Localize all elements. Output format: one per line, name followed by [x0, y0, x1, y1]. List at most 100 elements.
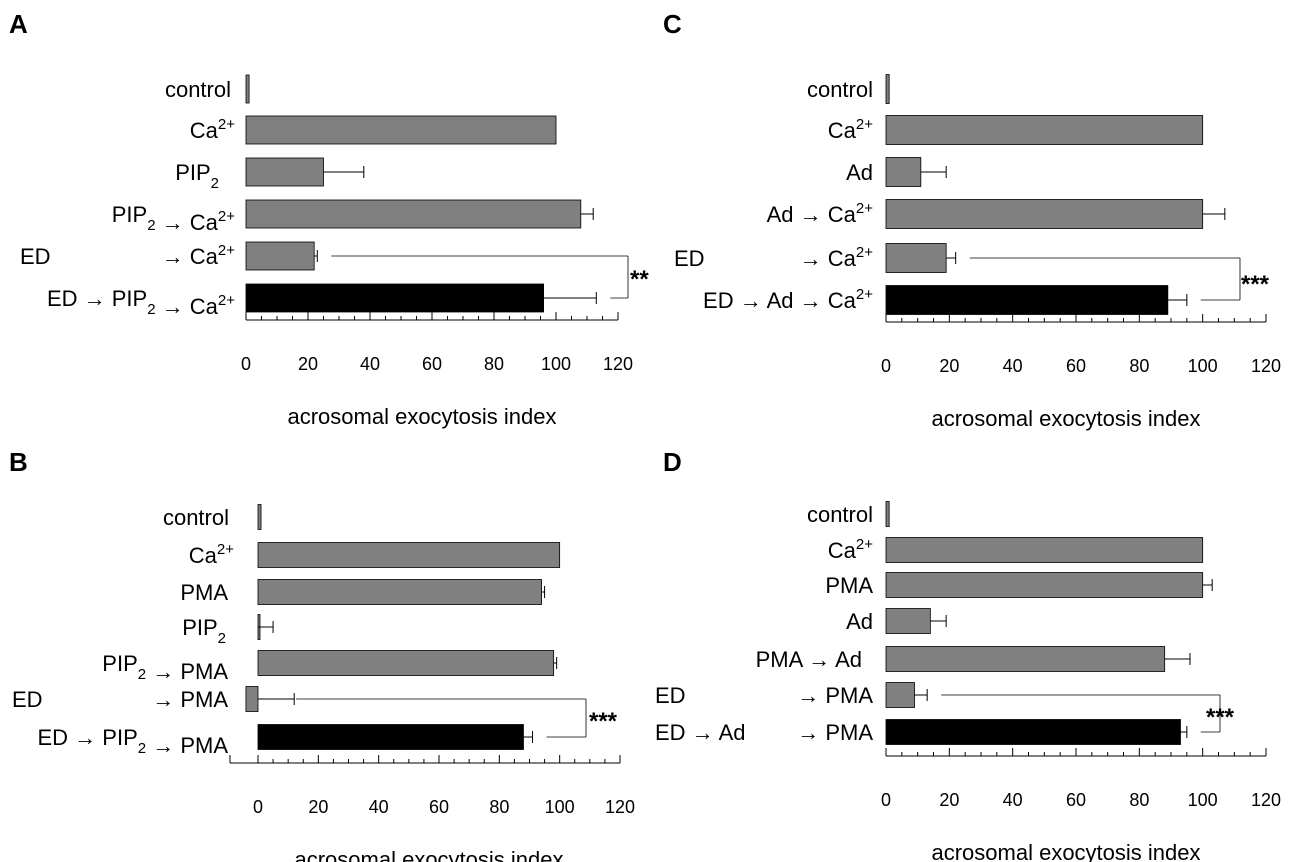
category-label-prefix: ED	[655, 683, 686, 708]
category-label: PIP2 → PMA	[102, 651, 228, 684]
x-tick-label: 20	[939, 790, 959, 810]
x-tick-label: 100	[541, 354, 571, 374]
category-label: PMA → Ad	[756, 647, 862, 672]
category-label: → PMA	[152, 687, 228, 712]
bar-3	[885, 608, 931, 634]
bar-0	[885, 74, 890, 104]
x-tick-label: 20	[308, 797, 328, 817]
x-tick-label: 60	[1066, 356, 1086, 376]
bar-2	[885, 157, 922, 187]
bar-5	[245, 283, 545, 313]
category-label: Ca2+	[828, 536, 873, 563]
x-axis-title: acrosomal exocytosis index	[294, 847, 563, 862]
panel-b: B 0 20 40 60 80 100 120 acrosomal exocytosis ind…	[9, 447, 635, 862]
category-label-prefix: ED → Ad	[655, 720, 745, 745]
bar-2	[245, 157, 324, 187]
x-tick-label: 20	[939, 356, 959, 376]
x-tick-label: 0	[881, 356, 891, 376]
category-label: control	[807, 77, 873, 102]
panel-a: A 0 20 40 60 80 100 120 acrosomal exocytosis ind…	[9, 9, 649, 429]
bar-2	[885, 572, 1204, 598]
category-label: Ad → Ca2+	[767, 200, 874, 227]
x-tick-label: 0	[253, 797, 263, 817]
category-label: PMA	[180, 580, 228, 605]
bar-1	[245, 115, 557, 145]
x-tick-label: 80	[1129, 790, 1149, 810]
x-axis-title: acrosomal exocytosis index	[287, 404, 556, 429]
significance-stars: **	[630, 266, 649, 293]
x-tick-label: 40	[1003, 790, 1023, 810]
bar-4	[885, 646, 1166, 672]
category-label-prefix: ED	[12, 687, 43, 712]
panel-d: D 0 20 40 60 80 100 120 acrosomal exocytosis ind…	[655, 447, 1281, 862]
category-label: PIP2	[175, 160, 219, 192]
category-label: PIP2 → Ca2+	[112, 202, 236, 235]
bar-1	[257, 542, 561, 568]
bar-3	[885, 199, 1204, 229]
x-tick-label: 100	[545, 797, 575, 817]
bar-5	[885, 682, 915, 708]
x-tick-label: 100	[1188, 790, 1218, 810]
panel-c: C 0 20 40 60 80 100 120 acrosomal exocytosis ind…	[663, 9, 1281, 431]
x-tick-label: 60	[422, 354, 442, 374]
category-label: ED → PIP2 → Ca2+	[47, 286, 235, 319]
category-label: → Ca2+	[800, 244, 874, 271]
category-label: Ad	[846, 160, 873, 185]
category-label: Ad	[846, 609, 873, 634]
panel-letter: A	[9, 9, 28, 39]
x-tick-label: 100	[1188, 356, 1218, 376]
panel-letter: D	[663, 447, 682, 477]
bar-5	[245, 686, 259, 712]
x-tick-label: 120	[603, 354, 633, 374]
category-label: → PMA	[797, 683, 873, 708]
category-label-prefix: ED	[674, 246, 705, 271]
significance-stars: ***	[589, 708, 618, 735]
category-label: Ca2+	[828, 116, 873, 143]
x-tick-label: 120	[1251, 790, 1281, 810]
bar-5	[885, 285, 1169, 315]
category-label: control	[165, 77, 231, 102]
x-tick-label: 60	[1066, 790, 1086, 810]
x-tick-label: 80	[1129, 356, 1149, 376]
x-tick-label: 80	[484, 354, 504, 374]
bar-0	[257, 504, 262, 530]
bar-6	[257, 724, 524, 750]
bar-0	[885, 501, 890, 527]
x-tick-label: 20	[298, 354, 318, 374]
category-label: Ca2+	[189, 541, 234, 568]
bar-3	[245, 199, 582, 229]
bar-1	[885, 115, 1204, 145]
significance-stars: ***	[1206, 704, 1235, 731]
bar-4	[245, 241, 315, 271]
category-label: → Ca2+	[162, 242, 236, 269]
significance-stars: ***	[1241, 271, 1270, 298]
category-label: control	[163, 505, 229, 530]
x-tick-label: 40	[369, 797, 389, 817]
x-tick-label: 40	[360, 354, 380, 374]
x-tick-label: 120	[1251, 356, 1281, 376]
category-label: PIP2	[182, 615, 226, 647]
x-tick-label: 80	[489, 797, 509, 817]
category-label: PMA	[825, 573, 873, 598]
category-label: ED → Ad → Ca2+	[703, 286, 873, 313]
x-axis-title: acrosomal exocytosis index	[931, 406, 1200, 431]
bar-4	[885, 243, 947, 273]
x-tick-label: 120	[605, 797, 635, 817]
category-label-prefix: ED	[20, 244, 51, 269]
x-axis-title: acrosomal exocytosis index	[931, 840, 1200, 862]
category-label: control	[807, 502, 873, 527]
x-tick-label: 0	[241, 354, 251, 374]
category-label: → PMA	[797, 720, 873, 745]
x-tick-label: 0	[881, 790, 891, 810]
bar-6	[885, 719, 1181, 745]
bar-4	[257, 650, 555, 676]
bar-2	[257, 579, 542, 605]
panel-letter: C	[663, 9, 682, 39]
category-label: Ca2+	[190, 116, 235, 143]
bar-0	[245, 74, 250, 104]
category-label: ED → PIP2 → PMA	[38, 725, 229, 758]
x-tick-label: 40	[1003, 356, 1023, 376]
panel-letter: B	[9, 447, 28, 477]
bar-1	[885, 537, 1204, 563]
